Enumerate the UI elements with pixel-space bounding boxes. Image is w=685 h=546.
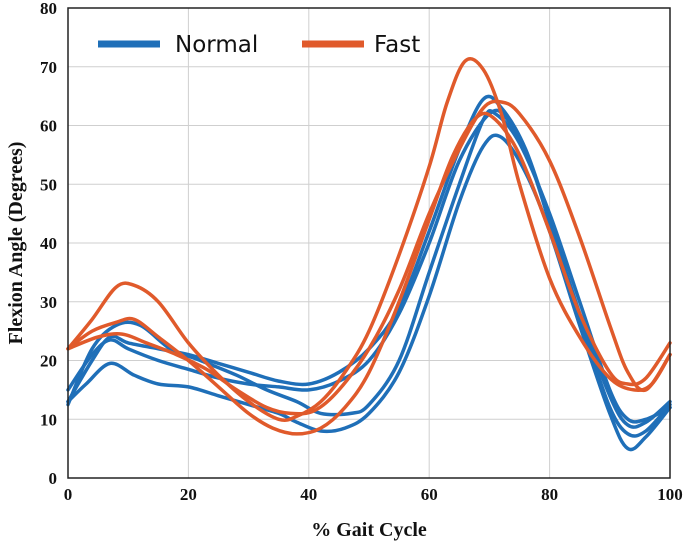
plot-frame xyxy=(67,7,671,479)
x-tick-label: 0 xyxy=(64,485,73,504)
series-lines xyxy=(66,57,672,452)
series-line-normal xyxy=(66,94,672,429)
series-line-normal xyxy=(66,133,672,452)
x-tick-label: 100 xyxy=(657,485,683,504)
series-line-normal xyxy=(66,108,672,438)
legend-label-normal: Normal xyxy=(175,32,258,58)
y-tick-label: 80 xyxy=(40,0,57,18)
x-tick-labels: 0 20 40 60 80 100 xyxy=(64,485,683,504)
y-tick-label: 40 xyxy=(40,234,57,253)
y-axis-label: Flexion Angle (Degrees) xyxy=(5,142,27,345)
y-tick-label: 50 xyxy=(40,175,57,194)
grid xyxy=(67,7,671,479)
series-line-fast xyxy=(66,99,672,416)
x-axis-label: % Gait Cycle xyxy=(311,519,427,541)
legend: Normal Fast xyxy=(98,32,420,58)
y-tick-labels: 0 10 20 30 40 50 60 70 80 xyxy=(40,0,57,488)
x-tick-label: 20 xyxy=(180,485,197,504)
series-line-fast xyxy=(66,111,672,436)
legend-label-fast: Fast xyxy=(374,32,420,58)
y-tick-label: 20 xyxy=(40,352,57,371)
y-tick-label: 70 xyxy=(40,58,57,77)
x-tick-label: 40 xyxy=(300,485,317,504)
x-tick-label: 60 xyxy=(421,485,438,504)
y-tick-label: 30 xyxy=(40,293,57,312)
series-line-fast xyxy=(66,57,672,423)
y-tick-label: 10 xyxy=(40,410,57,429)
series-line-normal xyxy=(66,109,672,424)
y-tick-label: 0 xyxy=(49,469,58,488)
y-tick-label: 60 xyxy=(40,117,57,136)
x-tick-label: 80 xyxy=(541,485,558,504)
